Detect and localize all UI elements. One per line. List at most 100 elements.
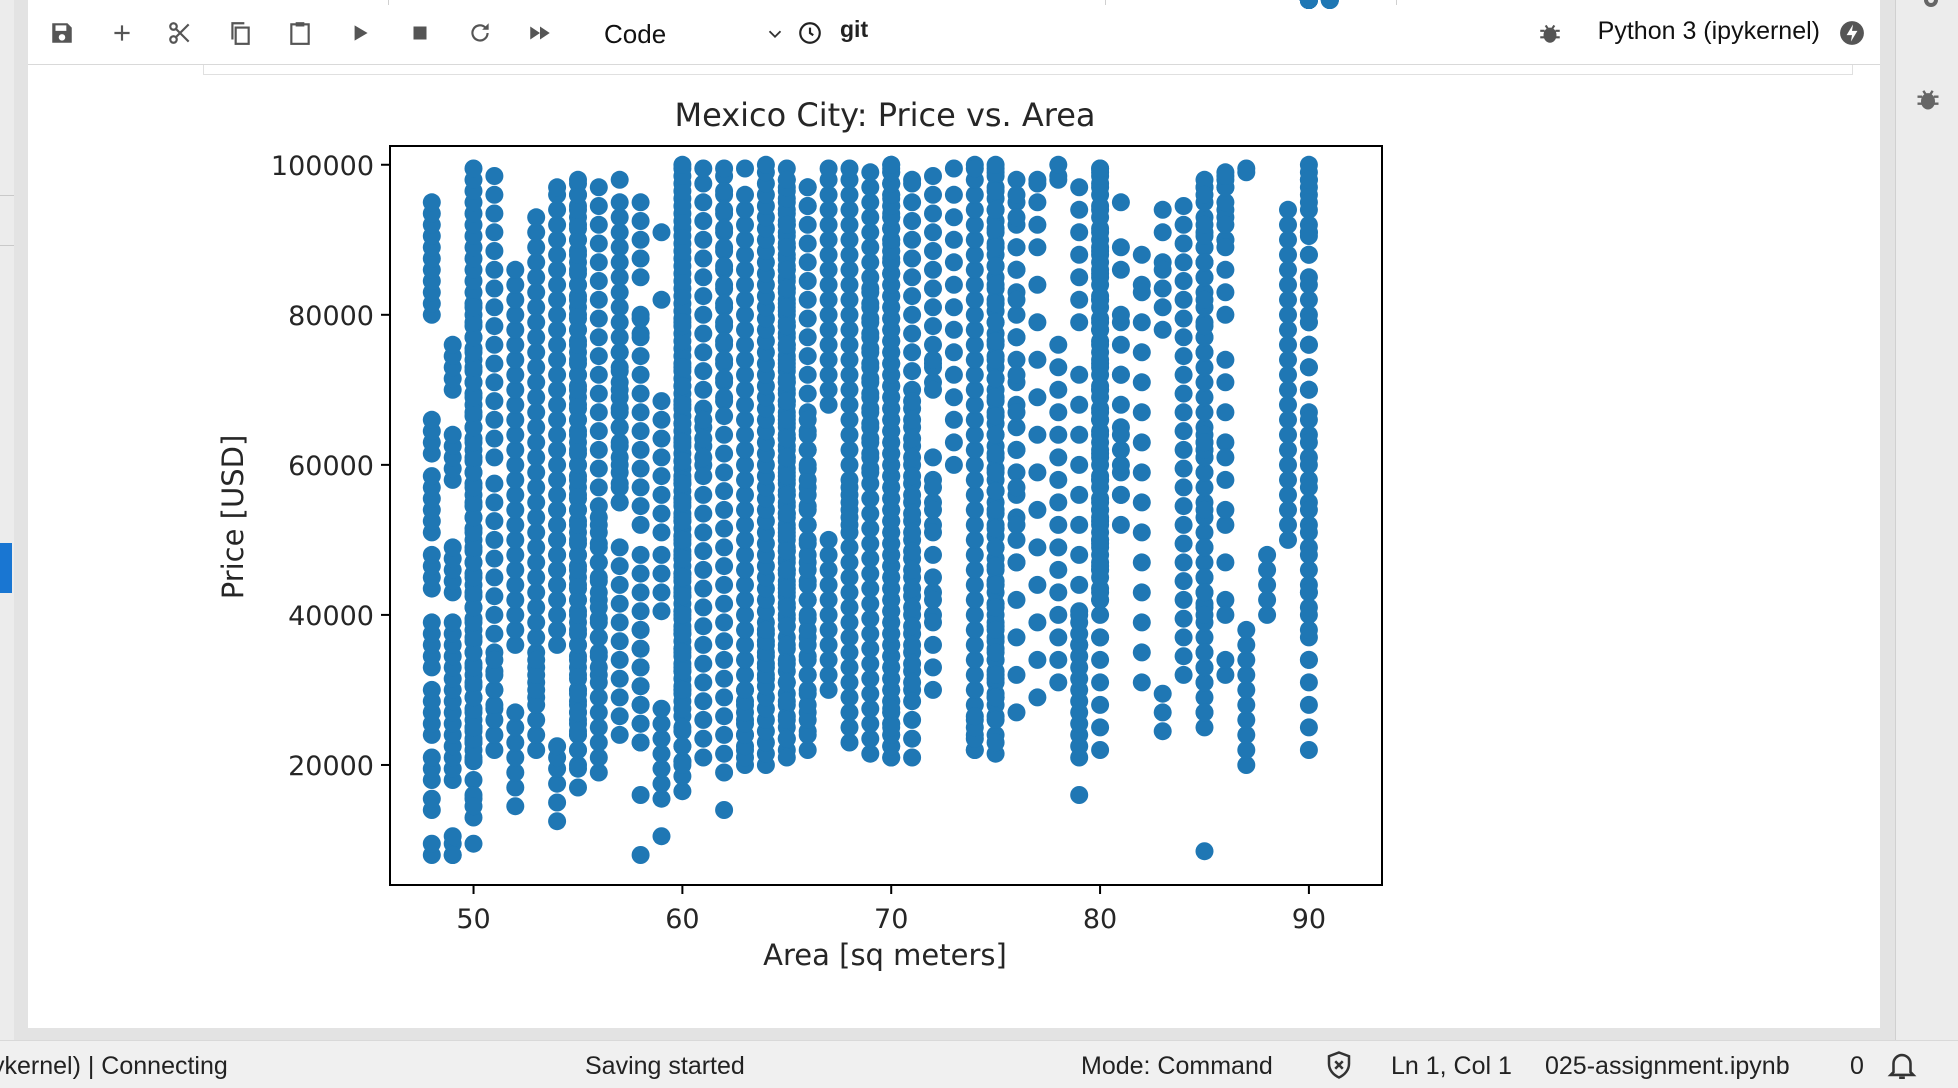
scatter-point [589,440,608,459]
scatter-point [861,444,880,463]
restart-run-all-button[interactable] [524,17,556,49]
scatter-point [840,395,859,414]
bug-icon[interactable] [1914,84,1942,114]
scatter-point [527,583,546,602]
save-icon [52,23,72,43]
scatter-point [548,245,567,264]
gear-icon[interactable] [1918,0,1944,12]
scatter-point [965,500,984,519]
scatter-point [965,455,984,474]
scatter-point [798,605,817,624]
scatter-point [1070,395,1089,414]
scatter-point [1216,605,1235,624]
scatter-point [1111,395,1130,414]
scatter-point [715,557,734,576]
insert-cell-button[interactable] [106,17,138,49]
scatter-point [485,665,504,684]
restart-button[interactable] [464,17,496,49]
scatter-point [819,605,838,624]
scatter-point [1174,534,1193,553]
scatter-point [1132,433,1151,452]
scatter-point [840,703,859,722]
scatter-point [861,238,880,257]
scatter-point [1195,373,1214,392]
run-button[interactable] [344,17,376,49]
kernel-name[interactable]: Python 3 (ipykernel) [1597,17,1820,45]
kernel-status-text[interactable]: ykernel) | Connecting [0,1052,228,1080]
save-button[interactable] [46,17,78,49]
scatter-point [1237,710,1256,729]
cut-button[interactable] [164,17,196,49]
scatter-point [673,313,692,332]
scatter-point [736,590,754,609]
scatter-point [673,257,692,275]
scatter-point [652,504,671,523]
scatter-point [652,564,671,583]
scatter-point [1216,470,1235,489]
scatter-point [631,639,650,658]
history-button[interactable] [794,17,826,49]
interrupt-button[interactable] [404,17,436,49]
scatter-point [527,358,546,377]
scatter-point [1279,245,1297,264]
scatter-point [527,568,546,587]
scatter-point [527,343,546,362]
scatter-point [1216,665,1235,684]
scatter-point [798,545,817,564]
scatter-point [924,448,942,467]
scatter-point [527,613,546,632]
scatter-point [589,459,608,478]
scatter-point [1174,478,1193,497]
scatter-point [819,530,838,549]
scatter-point [777,170,796,189]
scatter-point [631,695,650,714]
scatter-point [1070,786,1089,804]
scatter-point [986,388,1005,407]
scatter-point [1091,650,1110,669]
scatter-point [924,350,942,369]
scatter-point [715,801,734,819]
scatter-point [589,178,608,197]
scatter-point [903,673,922,692]
scatter-point [986,200,1005,219]
git-button[interactable]: git [840,16,869,42]
scatter-point [1299,0,1318,9]
scatter-point [986,463,1005,482]
scatter-point [589,568,608,587]
shield-icon[interactable] [1324,1050,1354,1080]
scatter-point [506,260,525,279]
debugger-toggle[interactable] [1534,17,1566,49]
scatter-point [652,729,671,748]
scatter-point [840,440,859,459]
scatter-point [485,167,504,185]
scatter-point [736,245,754,264]
cell-type-dropdown[interactable]: Code [594,14,786,54]
scatter-point [1195,215,1214,234]
scatter-point [673,197,692,215]
scatter-point [610,707,629,726]
scatter-point [861,564,880,583]
scatter-point [1153,320,1172,339]
scatter-point [589,365,608,384]
scatter-point [673,643,692,662]
file-name[interactable]: 025-assignment.ipynb [1545,1052,1790,1080]
scatter-point [548,440,567,459]
fast-forward-icon [530,26,550,40]
scatter-point [965,425,984,444]
scatter-point [485,568,504,587]
mode-indicator: Mode: Command [1081,1052,1273,1080]
scatter-point [1132,313,1151,332]
copy-button[interactable] [224,17,256,49]
scatter-point [1049,493,1068,512]
scatter-point [965,665,984,684]
scatter-point [840,733,859,752]
scatter-point [715,369,734,388]
bell-icon[interactable] [1885,1047,1919,1083]
cursor-position[interactable]: Ln 1, Col 1 [1391,1052,1512,1080]
scatter-point [715,257,734,275]
scatter-point [506,425,525,444]
scatter-point [422,193,441,212]
scatter-point [840,673,859,692]
scatter-point [506,455,525,474]
paste-button[interactable] [284,17,316,49]
